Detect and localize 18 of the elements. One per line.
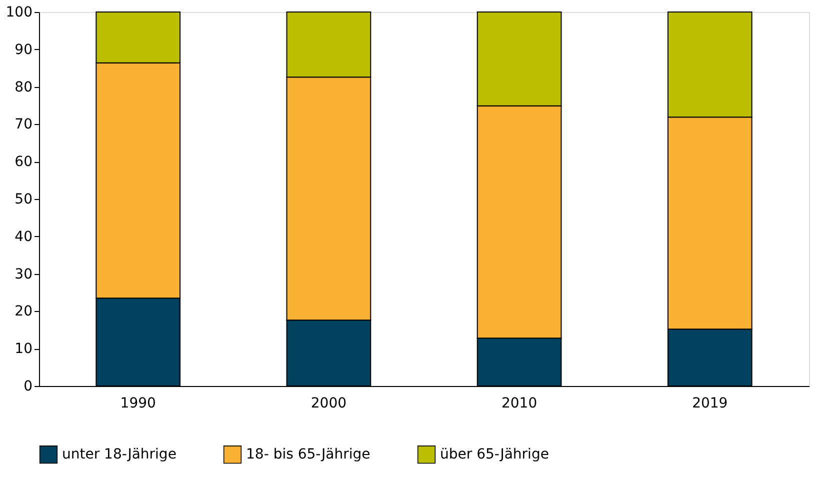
x-tick-label: 2010 — [501, 396, 538, 412]
y-tick-label: 0 — [24, 378, 32, 394]
legend-label: unter 18-Jährige — [62, 446, 176, 463]
y-tick-label: 30 — [14, 266, 32, 282]
y-tick-label: 90 — [14, 42, 32, 58]
x-tick-label: 2000 — [310, 396, 347, 412]
y-tick-label: 50 — [14, 192, 32, 208]
y-tick-label: 40 — [14, 228, 32, 245]
y-tick-label: 80 — [14, 79, 32, 96]
y-tick-label: 60 — [14, 154, 32, 170]
legend-label: 18- bis 65-Jährige — [246, 446, 370, 463]
legend-label: über 65-Jährige — [440, 446, 549, 463]
y-tick-label: 20 — [14, 304, 32, 320]
y-tick-label: 100 — [6, 4, 32, 20]
y-tick-label: 10 — [14, 341, 32, 358]
x-tick-label: 1990 — [120, 396, 156, 412]
x-tick-label: 2019 — [692, 396, 728, 412]
y-tick-label: 70 — [14, 116, 32, 133]
